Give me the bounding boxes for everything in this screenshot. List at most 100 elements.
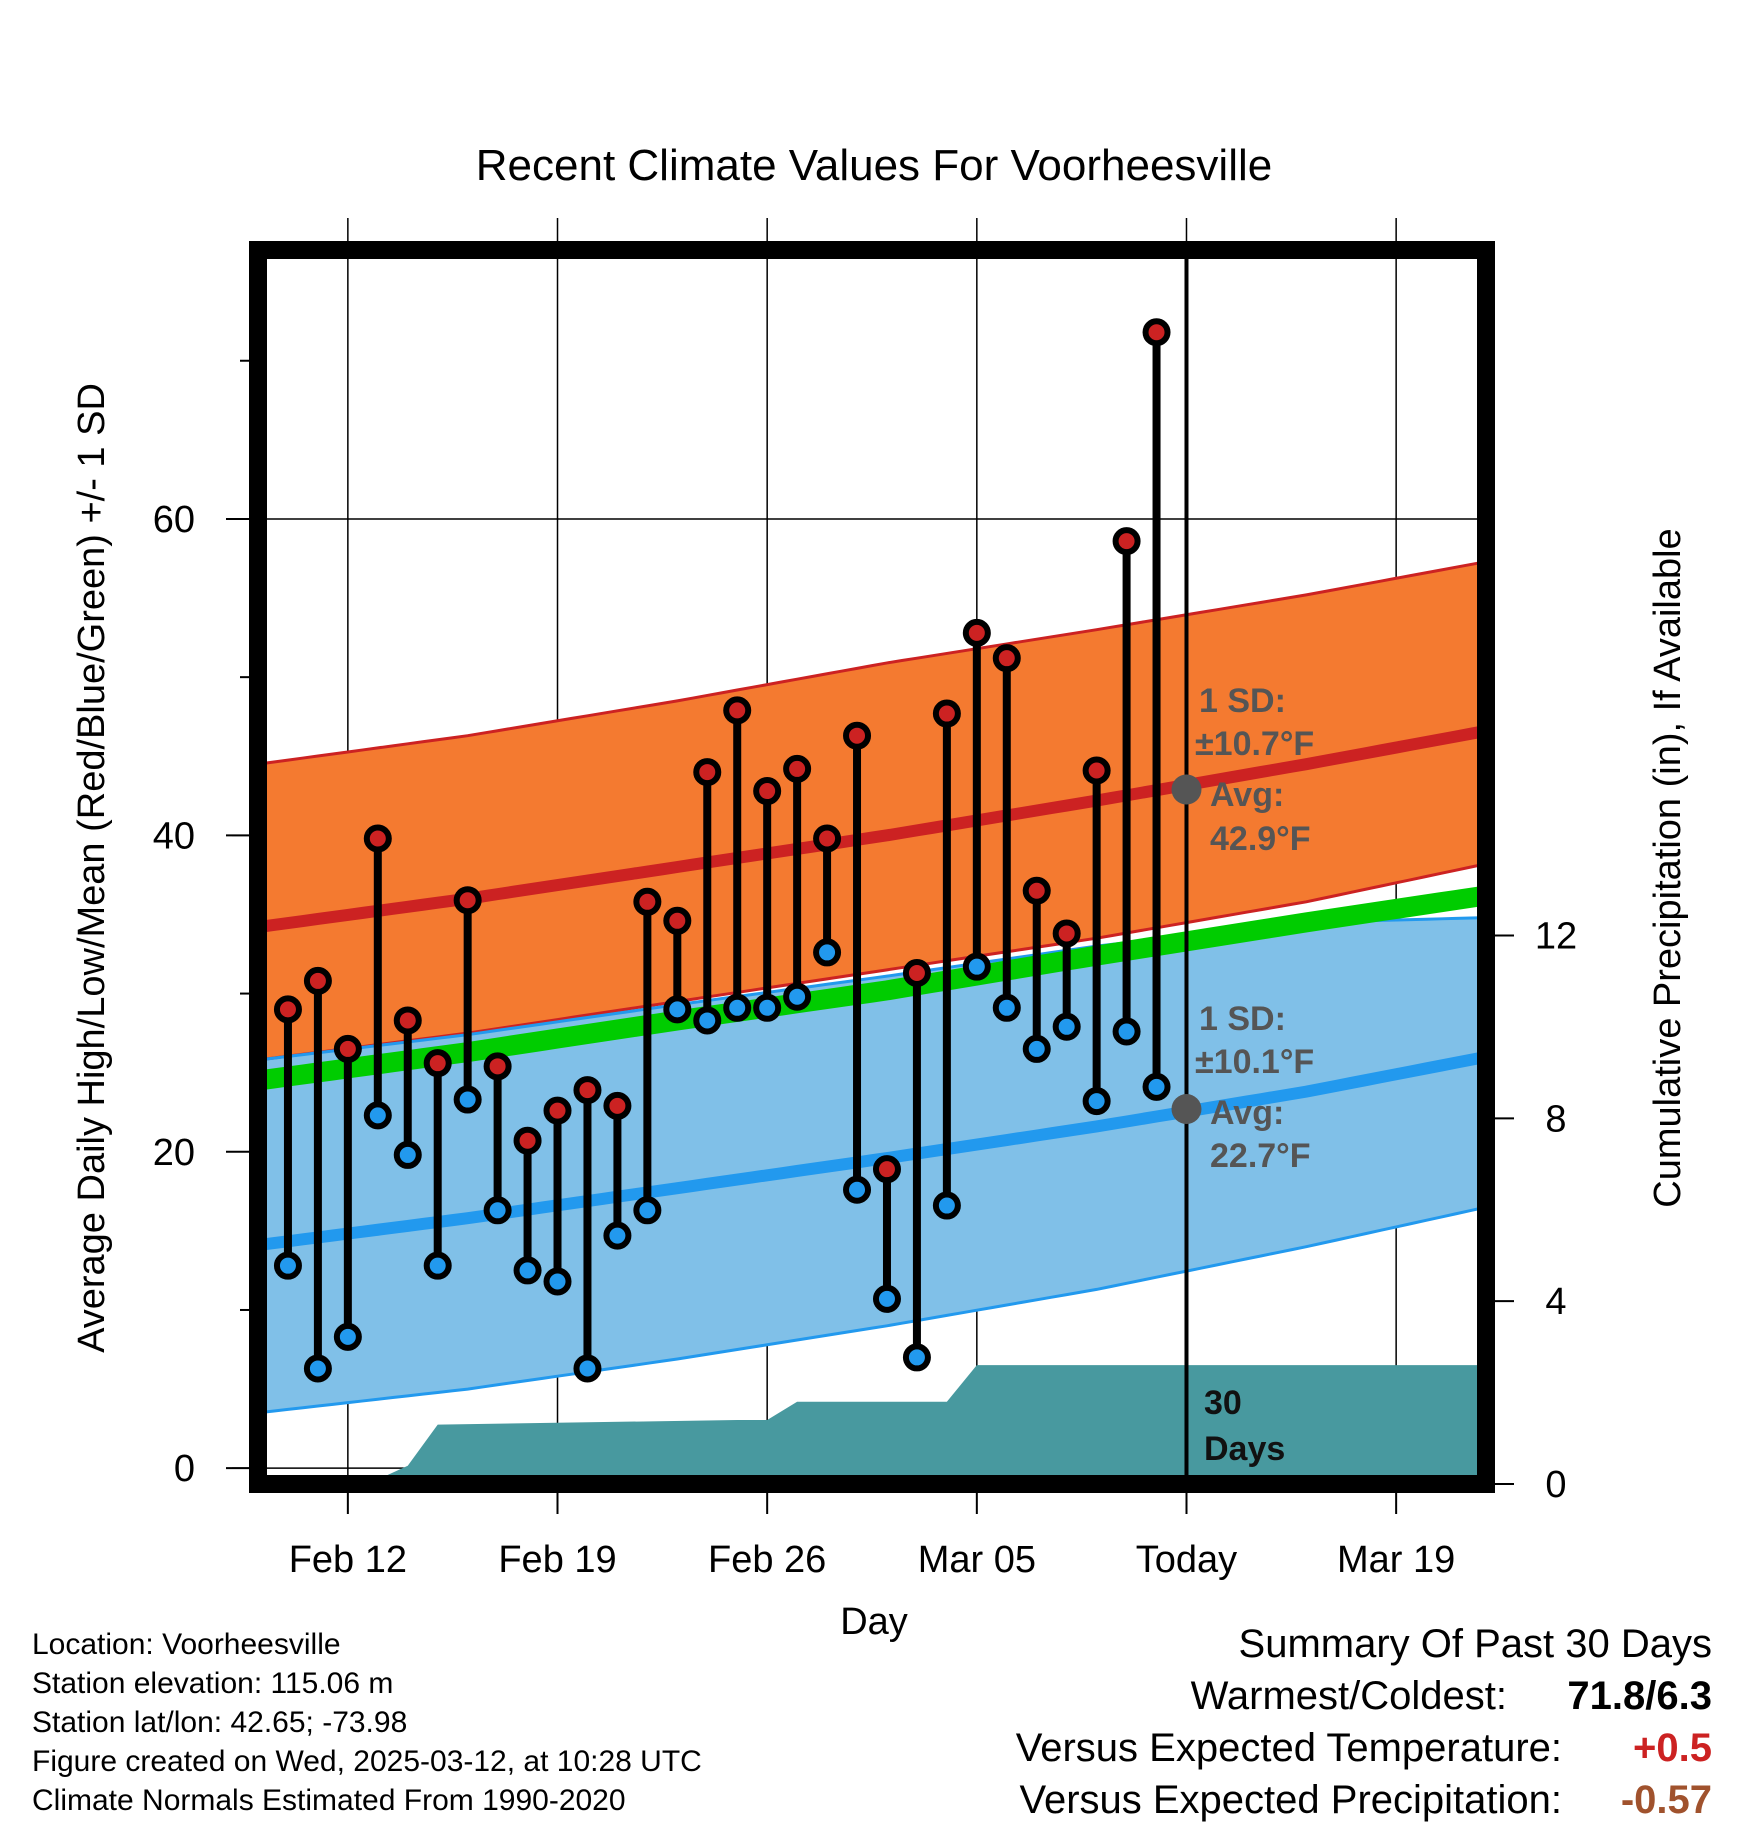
low-point [633, 1196, 662, 1225]
low-point [813, 938, 842, 967]
normal-bands [256, 560, 1488, 1415]
x-tick-label: Mar 19 [1337, 1539, 1455, 1581]
today-low-avg-dot [1171, 1094, 1202, 1125]
elevation-text: Station elevation: 115.06 m [32, 1667, 394, 1700]
high-point [1052, 919, 1081, 948]
warm-cold-label: Warmest/Coldest: [1190, 1674, 1507, 1718]
high-point [693, 758, 722, 787]
low-point [513, 1256, 542, 1285]
low-point [1022, 1034, 1051, 1063]
high-point [872, 1155, 901, 1184]
high-point [723, 696, 752, 725]
high-avg-value: 42.9°F [1210, 820, 1311, 858]
high-avg-label: Avg: [1210, 776, 1284, 814]
low-point [573, 1354, 602, 1383]
low-point [273, 1251, 302, 1280]
axes: Feb 12 Feb 19 Feb 26 Mar 05 Today Mar 1902040… [153, 241, 1577, 1581]
high-point [543, 1096, 572, 1125]
y2-tick-label: 8 [1545, 1098, 1566, 1140]
low-point [872, 1284, 901, 1313]
y2-tick-label: 0 [1545, 1464, 1566, 1506]
high-sd-label: 1 SD: [1199, 682, 1286, 720]
normal-mean-line [256, 885, 1488, 1091]
low-point [723, 993, 752, 1022]
high-point [962, 618, 991, 647]
high-point [1112, 527, 1141, 556]
high-point [1022, 876, 1051, 905]
low-point [423, 1251, 452, 1280]
high-sd-band [258, 561, 1486, 1061]
low-sd-lower-line [257, 1205, 1487, 1415]
high-point [393, 1006, 422, 1035]
low-avg-label: Avg: [1210, 1094, 1284, 1132]
high-point [483, 1052, 512, 1081]
observations [273, 318, 1171, 1383]
low-point [843, 1175, 872, 1204]
high-point [513, 1126, 542, 1155]
low-point [603, 1221, 632, 1250]
y-tick-label: 60 [153, 499, 195, 541]
x-axis-label: Day [840, 1601, 908, 1643]
annotations: 1 SD: ±10.7°F Avg: 42.9°F 1 SD: ±10.1°F Avg: 22… [1171, 250, 1314, 1484]
high-point [273, 995, 302, 1024]
chart-title: Recent Climate Values For Voorheesville [476, 141, 1272, 190]
high-point [633, 887, 662, 916]
high-point [663, 906, 692, 935]
high-point [932, 699, 961, 728]
location-text: Location: Voorheesville [32, 1628, 341, 1661]
low-point [1082, 1087, 1111, 1116]
low-point [753, 993, 782, 1022]
temp-row: Versus Expected Temperature: +0.5 [1016, 1726, 1712, 1778]
y2-tick-label: 12 [1535, 916, 1577, 958]
y2-axis-label: Cumulative Precipitation (in), If Availa… [1647, 528, 1689, 1207]
high-point [1142, 318, 1171, 347]
precip-label: Versus Expected Precipitation: [1019, 1778, 1562, 1822]
summary-panel: Summary Of Past 30 Days Warmest/Coldest:… [1016, 1622, 1712, 1830]
y2-tick-label: 4 [1545, 1281, 1566, 1323]
high-point [453, 886, 482, 915]
low-point [962, 952, 991, 981]
high-point [902, 958, 931, 987]
summary-heading-text: Summary Of Past 30 Days [1238, 1622, 1712, 1666]
temp-value: +0.5 [1633, 1726, 1712, 1770]
low-point [483, 1196, 512, 1225]
low-sd-label: 1 SD: [1199, 1000, 1286, 1038]
x-tick-label: Feb 26 [708, 1539, 826, 1581]
normals-text: Climate Normals Estimated From 1990-2020 [32, 1784, 626, 1817]
x-tick-label: Feb 12 [289, 1539, 407, 1581]
low-avg-value: 22.7°F [1210, 1137, 1311, 1175]
high-point [783, 754, 812, 783]
high-point [992, 644, 1021, 673]
low-point [932, 1191, 961, 1220]
days-label-number: 30 [1204, 1384, 1242, 1422]
low-point [453, 1085, 482, 1114]
low-point [992, 993, 1021, 1022]
low-point [1112, 1017, 1141, 1046]
high-point [573, 1076, 602, 1105]
latlon-text: Station lat/lon: 42.65; -73.98 [32, 1706, 408, 1739]
low-point [693, 1006, 722, 1035]
low-point [1052, 1012, 1081, 1041]
low-point [333, 1322, 362, 1351]
low-point [902, 1343, 931, 1372]
precipitation-area [258, 1365, 1486, 1484]
high-point [363, 824, 392, 853]
low-point [1142, 1072, 1171, 1101]
high-point [333, 1034, 362, 1063]
high-point [813, 824, 842, 853]
days-label-text: Days [1204, 1430, 1285, 1468]
low-point [663, 995, 692, 1024]
low-point [363, 1101, 392, 1130]
temp-label: Versus Expected Temperature: [1015, 1726, 1562, 1770]
low-point [543, 1267, 572, 1296]
plot-frame [249, 241, 1495, 1493]
high-point [753, 777, 782, 806]
y-axis-label: Average Daily High/Low/Mean (Red/Blue/Gr… [71, 383, 113, 1353]
high-point [423, 1049, 452, 1078]
y-tick-label: 40 [153, 815, 195, 857]
warm-cold-row: Warmest/Coldest: 71.8/6.3 [1016, 1674, 1712, 1726]
normal-low-line [257, 1050, 1488, 1252]
low-point [303, 1354, 332, 1383]
x-tick-label: Feb 19 [498, 1539, 616, 1581]
